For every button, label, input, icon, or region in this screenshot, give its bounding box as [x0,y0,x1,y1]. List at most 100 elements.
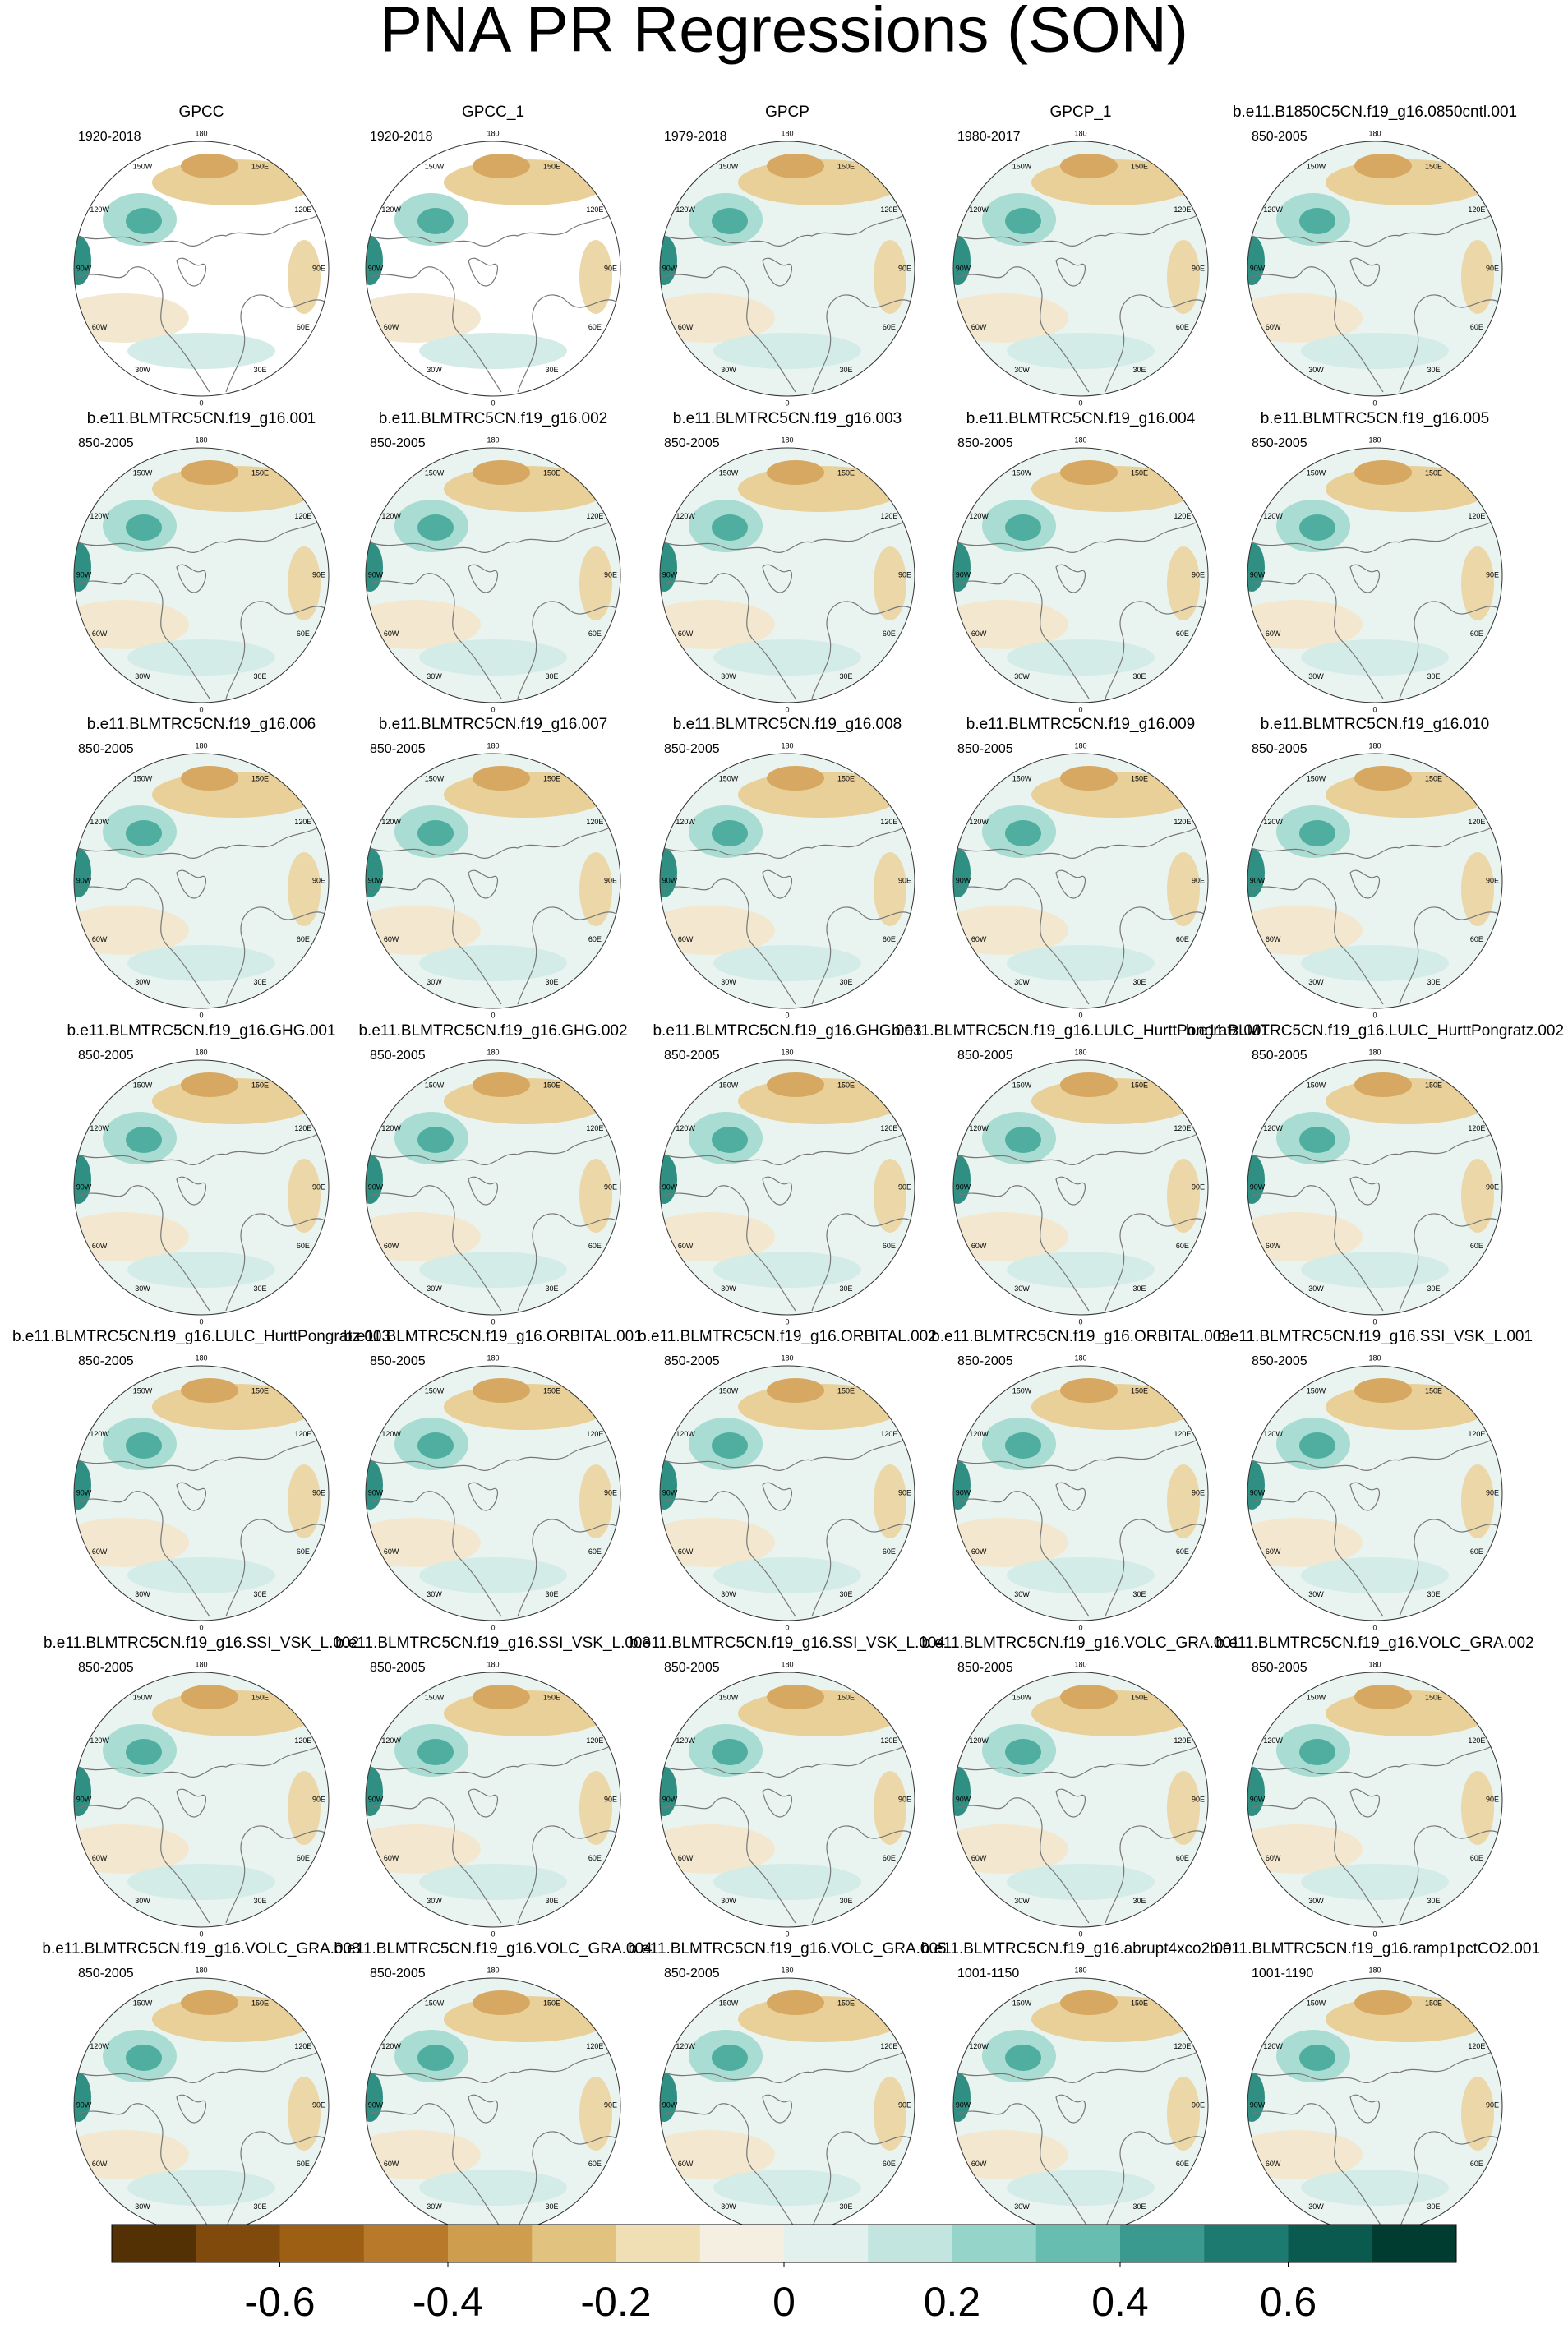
panel-title: b.e11.BLMTRC5CN.f19_g16.SSI_VSK_L.003 [335,1635,651,1652]
panel-title: b.e11.BLMTRC5CN.f19_g16.VOLC_GRA.003 [42,1940,360,1958]
map-label: 60E [883,323,896,331]
map-panel: b.e11.BLMTRC5CN.f19_g16.VOLC_GRA.002 850-… [1215,1635,1533,1938]
field-anomaly [1167,852,1200,926]
map-label: 180 [1074,741,1086,749]
map-field [660,1060,915,1315]
map-label: 30E [839,672,852,680]
coastline [369,517,617,699]
map-label: 90E [898,264,911,272]
map-label: 150W [1012,775,1032,783]
field-anomaly [713,1252,861,1288]
field-anomaly [660,1460,677,1510]
map-panel: b.e11.BLMTRC5CN.f19_g16.VOLC_GRA.003 850-… [42,1940,360,2243]
map-label: 60E [883,1854,896,1862]
map-label: 120E [880,1430,897,1438]
field-anomaly [712,208,748,234]
field-anomaly [579,1771,612,1845]
map-label: 60W [1266,629,1281,638]
map-label: 120W [676,1736,695,1745]
field-anomaly [1461,1464,1494,1538]
field-anomaly [953,1155,971,1204]
map-label: 30E [253,1284,266,1293]
map-label: 30W [1308,1284,1324,1293]
field-anomaly [1060,1685,1118,1709]
map-field [74,1978,329,2233]
map-label: 150W [719,1999,739,2008]
field-anomaly [366,2073,383,2122]
map-label: 120W [381,1124,401,1132]
panel-title: b.e11.B1850C5CN.f19_g16.0850cntl.001 [1233,104,1517,121]
colorbar-tick-label: -0.4 [413,2279,483,2325]
field-anomaly [874,852,906,926]
field-anomaly [1167,546,1200,620]
map-label: 90W [662,570,678,579]
map-panel: b.e11.BLMTRC5CN.f19_g16.002 850-2005 180 15… [365,410,621,713]
map-label: 150W [1012,1387,1032,1395]
map-label: 60W [1266,2160,1281,2168]
map-label: 180 [1074,1353,1086,1362]
field-anomaly [1354,1990,1412,2015]
map-label: 150E [837,1999,855,2008]
map-label: 120E [294,2042,311,2050]
field-anomaly [713,1864,861,1900]
map-label: 60E [883,935,896,943]
panel-title: b.e11.BLMTRC5CN.f19_g16.LULC_HurttPongra… [12,1328,390,1345]
map-label: 60W [92,629,108,638]
map-label: 120E [1174,818,1191,826]
map-label: 60E [1470,629,1483,638]
map-field [660,1672,915,1927]
map-label: 120E [880,1124,897,1132]
field-anomaly [1247,600,1363,649]
map-panel: b.e11.BLMTRC5CN.f19_g16.VOLC_GRA.005 850-… [628,1940,946,2243]
field-anomaly [1247,293,1363,343]
field-anomaly [1461,1771,1494,1845]
map-label: 150E [543,1999,560,2008]
map-label: 120E [880,2042,897,2050]
map-label: 0 [1078,1623,1082,1631]
map-label: 120W [90,1430,109,1438]
map-field [366,1060,620,1315]
field-anomaly [579,546,612,620]
panel-title: b.e11.BLMTRC5CN.f19_g16.010 [1261,716,1489,733]
map-label: 60E [1176,323,1189,331]
map-label: 180 [487,129,499,137]
map-label: 120E [880,1736,897,1745]
field-anomaly [1461,240,1494,314]
map-label: 150W [425,1387,445,1395]
colorbar-tick-label: -0.2 [580,2279,651,2325]
map-label: 30E [1427,1897,1440,1905]
field-anomaly [366,600,481,649]
map-label: 150W [719,469,739,477]
panel-period: 850-2005 [664,742,720,756]
map-label: 30E [253,672,266,680]
map-label: 0 [199,1623,203,1631]
map-label: 90W [662,1183,678,1191]
map-field [1247,141,1502,396]
map-label: 120W [676,2042,695,2050]
map-label: 120E [1468,1430,1485,1438]
map-label: 120W [1263,2042,1283,2050]
colorbar: -0.6 -0.4 -0.2 0 0.2 0.4 0.6 [111,2224,1457,2325]
map-label: 150W [425,163,445,171]
map-label: 120W [90,512,109,520]
map-field [1247,754,1502,1008]
coastline [77,823,325,1005]
map-label: 150E [543,1694,560,1702]
field-anomaly [953,1824,1068,1874]
map-label: 90E [604,1183,617,1191]
field-anomaly [953,906,1068,955]
field-anomaly [74,1460,91,1510]
map-label: 60W [1266,323,1281,331]
map-label: 0 [1372,1011,1377,1019]
field-anomaly [1167,1464,1200,1538]
map-border [365,141,621,397]
field-anomaly [1354,154,1412,178]
field-anomaly [660,1155,677,1204]
map-label: 0 [491,1930,495,1938]
field-anomaly [473,766,530,791]
coastline [369,2047,617,2230]
map-label: 90E [1486,1183,1499,1191]
field-anomaly [1060,1990,1118,2015]
map-panel: b.e11.BLMTRC5CN.f19_g16.SSI_VSK_L.001 850… [1217,1328,1533,1631]
field-anomaly [127,1864,275,1900]
